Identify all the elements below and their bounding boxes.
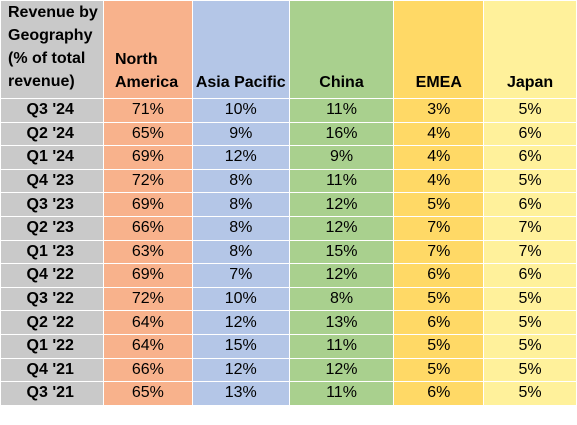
table-cell: 72% xyxy=(102,286,193,312)
table-cell: 4% xyxy=(393,145,485,170)
row-header: Q3 '22 xyxy=(0,286,104,312)
table-cell: 5% xyxy=(393,192,485,217)
table-cell: 5% xyxy=(393,357,485,383)
table-cell: 12% xyxy=(288,263,395,288)
table-cell: 12% xyxy=(191,357,290,383)
table-row: Q2 '23 66% 8% 12% 7% 7% xyxy=(0,215,577,241)
row-header: Q2 '23 xyxy=(0,215,104,241)
row-header: Q1 '22 xyxy=(0,333,104,359)
table-cell: 10% xyxy=(191,98,290,123)
row-header: Q3 '21 xyxy=(0,381,104,406)
table-cell: 69% xyxy=(102,192,193,217)
table-body: Q3 '24 71% 10% 11% 3% 5% Q2 '24 65% 9% 16% 4% 6% Q1 … xyxy=(0,98,577,406)
table-row: Q4 '22 69% 7% 12% 6% 6% xyxy=(0,263,577,288)
table-cell: 7% xyxy=(393,215,485,241)
table-row: Q3 '21 65% 13% 11% 6% 5% xyxy=(0,381,577,406)
table-row: Q3 '22 72% 10% 8% 5% 5% xyxy=(0,286,577,312)
table-cell: 6% xyxy=(483,263,577,288)
table-cell: 6% xyxy=(393,381,485,406)
table-title: Revenue by Geography (% of total revenue… xyxy=(0,0,104,99)
table-row: Q2 '22 64% 12% 13% 6% 5% xyxy=(0,310,577,335)
table-cell: 11% xyxy=(288,98,395,123)
table-cell: 5% xyxy=(393,286,485,312)
table-cell: 8% xyxy=(288,286,395,312)
table-cell: 63% xyxy=(102,239,193,265)
table-cell: 13% xyxy=(288,310,395,335)
table-cell: 65% xyxy=(102,121,193,147)
table-cell: 71% xyxy=(102,98,193,123)
table-cell: 10% xyxy=(191,286,290,312)
row-header: Q4 '21 xyxy=(0,357,104,383)
table-cell: 4% xyxy=(393,121,485,147)
table-row: Q1 '23 63% 8% 15% 7% 7% xyxy=(0,239,577,265)
table-cell: 5% xyxy=(483,357,577,383)
table-cell: 8% xyxy=(191,239,290,265)
table-cell: 8% xyxy=(191,215,290,241)
table-cell: 12% xyxy=(288,192,395,217)
table-cell: 6% xyxy=(393,310,485,335)
table-cell: 12% xyxy=(191,310,290,335)
table-cell: 72% xyxy=(102,168,193,194)
row-header: Q3 '23 xyxy=(0,192,104,217)
column-header: China xyxy=(288,0,395,99)
table-cell: 8% xyxy=(191,168,290,194)
table-cell: 13% xyxy=(191,381,290,406)
table-cell: 6% xyxy=(483,192,577,217)
row-header: Q2 '22 xyxy=(0,310,104,335)
table-cell: 4% xyxy=(393,168,485,194)
table-cell: 66% xyxy=(102,357,193,383)
table-cell: 9% xyxy=(288,145,395,170)
table-cell: 69% xyxy=(102,263,193,288)
table-row: Q2 '24 65% 9% 16% 4% 6% xyxy=(0,121,577,147)
table-cell: 12% xyxy=(288,357,395,383)
row-header: Q3 '24 xyxy=(0,98,104,123)
table-cell: 11% xyxy=(288,168,395,194)
table-cell: 6% xyxy=(483,145,577,170)
table-cell: 8% xyxy=(191,192,290,217)
table-cell: 7% xyxy=(393,239,485,265)
table-cell: 5% xyxy=(483,333,577,359)
table-row: Q4 '23 72% 8% 11% 4% 5% xyxy=(0,168,577,194)
column-header: North America xyxy=(102,0,193,99)
table-cell: 9% xyxy=(191,121,290,147)
table-cell: 5% xyxy=(483,310,577,335)
table-cell: 5% xyxy=(483,98,577,123)
table-cell: 11% xyxy=(288,381,395,406)
table-cell: 7% xyxy=(191,263,290,288)
column-header: Asia Pacific xyxy=(191,0,290,99)
table-cell: 12% xyxy=(191,145,290,170)
table-cell: 7% xyxy=(483,239,577,265)
table-cell: 15% xyxy=(191,333,290,359)
row-header: Q4 '22 xyxy=(0,263,104,288)
table-cell: 11% xyxy=(288,333,395,359)
table-cell: 7% xyxy=(483,215,577,241)
table-row: Q1 '24 69% 12% 9% 4% 6% xyxy=(0,145,577,170)
row-header: Q4 '23 xyxy=(0,168,104,194)
table-cell: 66% xyxy=(102,215,193,241)
table-cell: 6% xyxy=(483,121,577,147)
table-cell: 69% xyxy=(102,145,193,170)
table-cell: 5% xyxy=(483,286,577,312)
column-header: EMEA xyxy=(393,0,485,99)
table-cell: 64% xyxy=(102,333,193,359)
table-cell: 15% xyxy=(288,239,395,265)
row-header: Q1 '23 xyxy=(0,239,104,265)
table-row: Q1 '22 64% 15% 11% 5% 5% xyxy=(0,333,577,359)
table-cell: 6% xyxy=(393,263,485,288)
revenue-by-geography-table: Revenue by Geography (% of total revenue… xyxy=(0,0,577,406)
row-header: Q1 '24 xyxy=(0,145,104,170)
column-header: Japan xyxy=(483,0,577,99)
table-cell: 5% xyxy=(483,168,577,194)
table-cell: 3% xyxy=(393,98,485,123)
table-row: Q3 '23 69% 8% 12% 5% 6% xyxy=(0,192,577,217)
table-cell: 5% xyxy=(483,381,577,406)
row-header: Q2 '24 xyxy=(0,121,104,147)
table-cell: 16% xyxy=(288,121,395,147)
table-cell: 65% xyxy=(102,381,193,406)
table-cell: 5% xyxy=(393,333,485,359)
table-row: Q4 '21 66% 12% 12% 5% 5% xyxy=(0,357,577,383)
table-cell: 12% xyxy=(288,215,395,241)
table-cell: 64% xyxy=(102,310,193,335)
table-row: Q3 '24 71% 10% 11% 3% 5% xyxy=(0,98,577,123)
